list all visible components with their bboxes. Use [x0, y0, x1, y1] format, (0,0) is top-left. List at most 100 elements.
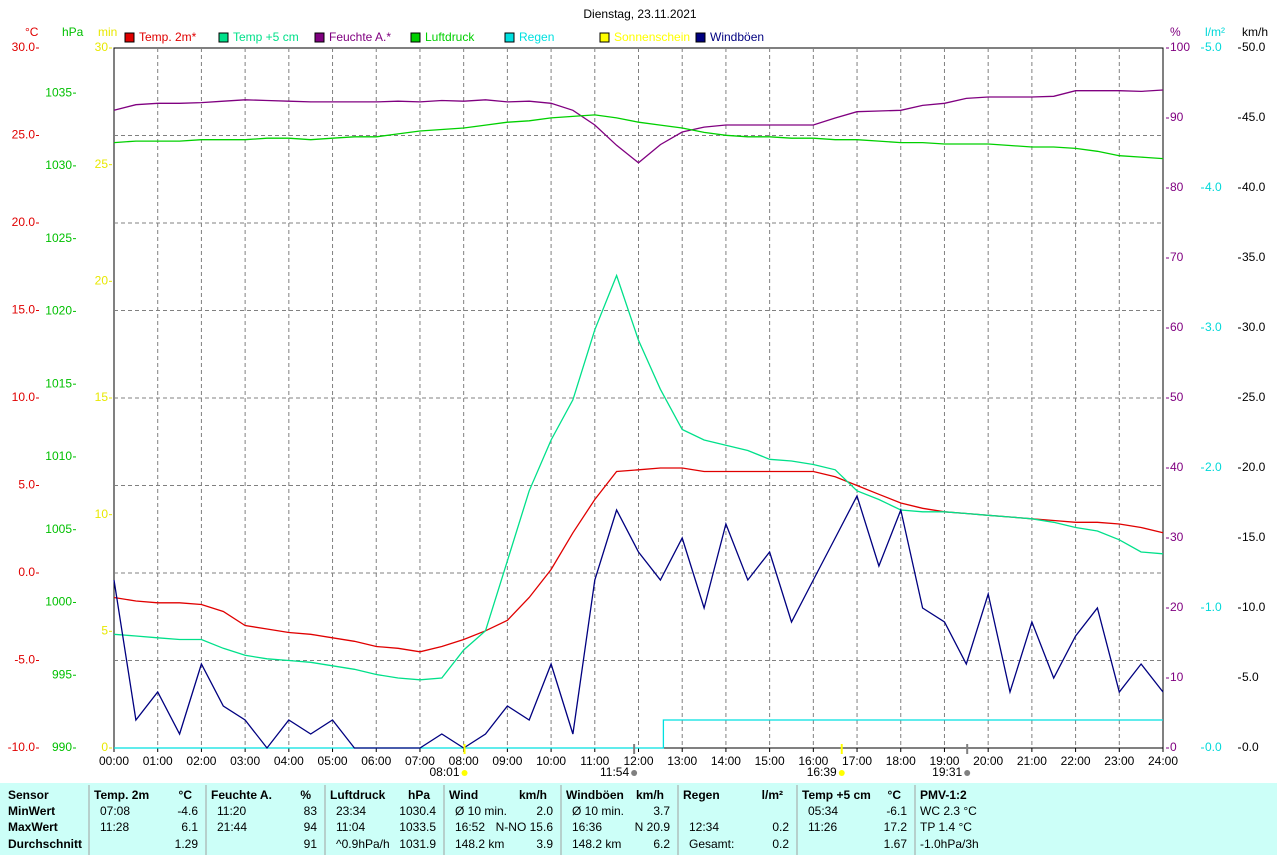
row-label: Sensor	[8, 788, 49, 802]
annotation-dot	[838, 770, 845, 776]
table-cell: TP 1.4 °C	[920, 820, 972, 834]
legend-label: Temp. 2m*	[139, 30, 197, 44]
y-tick-label: 1035	[45, 85, 72, 99]
y-tick-label: 45.0	[1242, 110, 1266, 124]
x-tick-label: 21:00	[1017, 754, 1047, 768]
table-cell: 11:28	[100, 820, 129, 834]
annotation-dot	[461, 770, 468, 776]
y-tick-label: 10.0	[12, 390, 36, 404]
table-cell: 23:34	[336, 804, 366, 818]
y-tick-label: 5	[101, 624, 108, 638]
series-line	[113, 494, 1164, 750]
y-tick-label: 10	[1170, 670, 1184, 684]
y-tick-label: 60	[1170, 320, 1184, 334]
table-cell: 0.2	[772, 820, 789, 834]
x-tick-label: 13:00	[667, 754, 697, 768]
y-tick-label: 1010	[45, 449, 72, 463]
y-tick-label: 30	[95, 40, 109, 54]
y-tick-label: 20	[95, 274, 109, 288]
table-cell: 6.2	[653, 837, 670, 851]
y-tick-label: 30.0	[12, 40, 36, 54]
x-tick-label: 06:00	[361, 754, 391, 768]
table-cell: 16:52	[455, 820, 485, 834]
legend-swatch	[504, 32, 515, 43]
axis-unit: °C	[25, 25, 39, 39]
x-tick-label: 10:00	[536, 754, 566, 768]
legend-swatch	[124, 32, 135, 43]
y-tick-label: 25.0	[1242, 390, 1266, 404]
group-unit: km/h	[519, 788, 547, 802]
axis-unit: %	[1170, 25, 1181, 39]
x-tick-label: 20:00	[973, 754, 1003, 768]
y-tick-label: 30.0	[1242, 320, 1266, 334]
y-tick-label: 80	[1170, 180, 1184, 194]
y-tick-label: 40.0	[1242, 180, 1266, 194]
y-tick-label: 70	[1170, 250, 1184, 264]
y-tick-label: 10	[95, 507, 109, 521]
table-cell: 11:26	[808, 820, 837, 834]
y-tick-label: 1000	[45, 595, 72, 609]
y-tick-label: 10.0	[1242, 600, 1266, 614]
y-tick-label: 50.0	[1242, 40, 1266, 54]
legend-label: Windböen	[710, 30, 764, 44]
x-tick-label: 11:00	[580, 754, 609, 768]
y-tick-label: 4.0	[1205, 180, 1222, 194]
x-tick-label: 04:00	[274, 754, 304, 768]
x-tick-label: 19:00	[929, 754, 959, 768]
group-header: Windböen	[566, 788, 624, 802]
table-cell: 91	[304, 837, 318, 851]
x-tick-label: 23:00	[1104, 754, 1134, 768]
y-tick-label: 15.0	[1242, 530, 1266, 544]
x-tick-label: 24:00	[1148, 754, 1178, 768]
y-tick-label: 2.0	[1205, 460, 1222, 474]
y-tick-label: -10.0	[8, 740, 36, 754]
table-cell: 1031.9	[399, 837, 436, 851]
legend-label: Feuchte A.*	[329, 30, 391, 44]
y-tick-label: 20.0	[1242, 460, 1266, 474]
group-unit: l/m²	[762, 788, 783, 802]
y-tick-label: 1020	[45, 304, 72, 318]
axis-unit: min	[98, 25, 117, 39]
legend-label: Regen	[519, 30, 554, 44]
x-tick-label: 09:00	[492, 754, 522, 768]
table-cell: -4.6	[177, 804, 198, 818]
group-header: Temp +5 cm	[802, 788, 871, 802]
y-tick-label: 50	[1170, 390, 1184, 404]
table-cell: -1.0hPa/3h	[920, 837, 979, 851]
table-cell: 05:34	[808, 804, 838, 818]
group-unit: km/h	[636, 788, 664, 802]
x-tick-label: 07:00	[405, 754, 435, 768]
table-cell: Ø 10 min.	[455, 804, 507, 818]
x-tick-label: 16:00	[798, 754, 828, 768]
chart-title: Dienstag, 23.11.2021	[583, 7, 697, 21]
table-cell: ^0.9hPa/h	[336, 837, 390, 851]
x-tick-label: 17:00	[842, 754, 872, 768]
y-tick-label: 5.0	[1242, 670, 1259, 684]
y-tick-label: 0	[1170, 740, 1177, 754]
y-tick-label: 1025	[45, 231, 72, 245]
table-cell: 6.1	[181, 820, 198, 834]
legend-swatch	[410, 32, 421, 43]
y-tick-label: 1015	[45, 376, 72, 390]
table-cell: 17.2	[884, 820, 908, 834]
table-cell: 1033.5	[399, 820, 436, 834]
group-header: Regen	[683, 788, 720, 802]
legend-swatch	[218, 32, 229, 43]
table-cell: 07:08	[100, 804, 130, 818]
y-tick-label: 1005	[45, 522, 72, 536]
annotation-label: 19:31	[932, 765, 962, 779]
y-tick-label: 1.0	[1205, 600, 1222, 614]
series-line	[113, 114, 1164, 160]
series-line	[113, 89, 1164, 164]
group-header: Temp. 2m	[94, 788, 149, 802]
y-tick-label: 0.0	[18, 565, 35, 579]
y-tick-label: 3.0	[1205, 320, 1222, 334]
group-header: Feuchte A.	[211, 788, 272, 802]
axis-unit: hPa	[62, 25, 84, 39]
table-cell: 11:04	[336, 820, 365, 834]
x-tick-label: 14:00	[711, 754, 741, 768]
row-label: MinWert	[8, 804, 55, 818]
annotation-label: 11:54	[600, 765, 629, 779]
y-tick-label: 40	[1170, 460, 1184, 474]
table-cell: 94	[304, 820, 318, 834]
